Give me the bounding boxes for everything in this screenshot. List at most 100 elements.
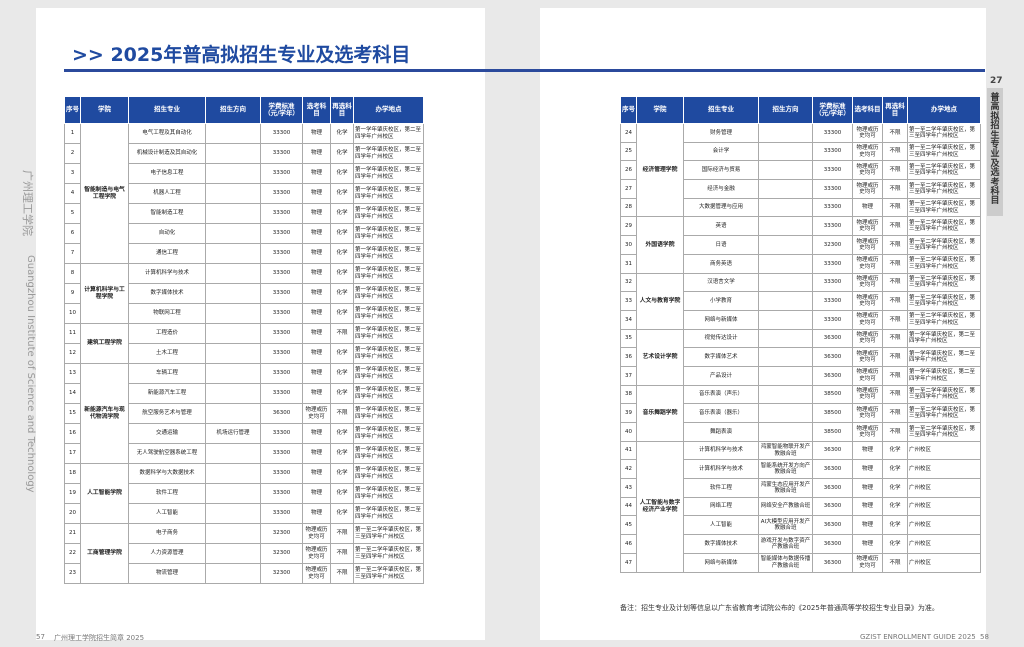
major: 电气工程及其自动化 xyxy=(128,123,206,144)
subject: 物理 xyxy=(302,363,331,384)
fee: 33300 xyxy=(812,216,853,237)
major: 会计学 xyxy=(683,141,759,162)
second-subject: 不限 xyxy=(882,291,908,311)
second-subject: 化学 xyxy=(330,463,354,484)
college: 人工智能与数字经济产业学院 xyxy=(636,440,684,573)
side-label-en: Guangzhou Institute of Science and Techn… xyxy=(25,255,36,493)
location: 第一学年肇庆校区，第二至四学年广州校区 xyxy=(353,243,424,264)
second-subject: 化学 xyxy=(882,440,908,461)
fee: 33300 xyxy=(260,183,303,204)
major: 网络与新媒体 xyxy=(683,552,759,573)
direction xyxy=(205,223,261,244)
second-subject: 不限 xyxy=(882,328,908,349)
seq: 4 xyxy=(64,183,81,204)
table-row: 23 物流管理 32300 物理或历史均可 不限 第一至二学年肇庆校区，第三至四学年广州校… xyxy=(64,563,424,584)
direction xyxy=(758,197,813,218)
fee: 36300 xyxy=(812,496,853,517)
major: 大数据管理与应用 xyxy=(683,197,759,218)
subject: 物理 xyxy=(852,197,883,218)
major: 音乐表演（声乐） xyxy=(683,384,759,405)
subject: 物理或历史均可 xyxy=(852,384,883,405)
subject: 物理或历史均可 xyxy=(852,235,883,255)
seq: 45 xyxy=(620,515,637,536)
college: 人工智能学院 xyxy=(80,463,129,524)
direction xyxy=(205,283,261,304)
table-row: 8 计算机科学与工程学院 计算机科学与技术 33300 物理 化学 第一学年肇庆校区，第二至… xyxy=(64,263,424,324)
table-row: 7 通信工程 33300 物理 化学 第一学年肇庆校区，第二至四学年广州校区 xyxy=(64,243,424,264)
table-row: 32 人文与教育学院 汉语言文学 33300 物理或历史均可 不限 第一至二学年肇庆校区，第… xyxy=(620,272,981,330)
subject: 物理 xyxy=(302,243,331,264)
major: 物联网工程 xyxy=(128,303,206,324)
seq: 11 xyxy=(64,323,81,344)
seq: 16 xyxy=(64,423,81,444)
fee: 33300 xyxy=(260,223,303,244)
seq: 40 xyxy=(620,422,637,442)
table-row: 36 数字媒体艺术 36300 物理或历史均可 不限 第一学年肇庆校区，第二至四学年广州校… xyxy=(620,347,981,367)
college: 智能制造与电气工程学院 xyxy=(80,123,129,264)
seq: 18 xyxy=(64,463,81,484)
location: 第一学年肇庆校区，第二至四学年广州校区 xyxy=(353,183,424,204)
subject: 物理或历史均可 xyxy=(302,543,331,564)
second-subject: 化学 xyxy=(882,534,908,554)
seq: 35 xyxy=(620,328,637,349)
column-header: 招生方向 xyxy=(205,96,261,124)
fee: 32300 xyxy=(260,563,303,584)
seq: 47 xyxy=(620,552,637,573)
seq: 7 xyxy=(64,243,81,264)
second-subject: 化学 xyxy=(330,303,354,324)
seq: 27 xyxy=(620,179,637,199)
location: 广州校区 xyxy=(907,496,981,517)
direction xyxy=(758,179,813,199)
direction xyxy=(205,243,261,264)
direction xyxy=(205,363,261,384)
seq: 33 xyxy=(620,291,637,311)
direction: 游戏开发与数字资产产教融合班 xyxy=(758,534,813,554)
fee: 33300 xyxy=(260,283,303,304)
direction xyxy=(205,183,261,204)
major: 网络与新媒体 xyxy=(683,309,759,330)
subject: 物理或历史均可 xyxy=(852,179,883,199)
fee: 33300 xyxy=(812,179,853,199)
major: 自动化 xyxy=(128,223,206,244)
fee: 36300 xyxy=(812,459,853,480)
location: 第一至二学年肇庆校区，第三至四学年广州校区 xyxy=(907,216,981,237)
location: 第一学年肇庆校区，第二至四学年广州校区 xyxy=(353,203,424,224)
major: 人力资源管理 xyxy=(128,543,206,564)
subject: 物理或历史均可 xyxy=(852,141,883,162)
seq: 8 xyxy=(64,263,81,284)
direction xyxy=(758,422,813,442)
location: 第一至二学年肇庆校区，第三至四学年广州校区 xyxy=(907,253,981,274)
direction xyxy=(758,309,813,330)
fee: 36300 xyxy=(812,534,853,554)
location: 第一学年肇庆校区，第二至四学年广州校区 xyxy=(353,323,424,344)
direction xyxy=(205,403,261,424)
fee: 33300 xyxy=(260,263,303,284)
seq: 23 xyxy=(64,563,81,584)
seq: 36 xyxy=(620,347,637,367)
table-row: 30 日语 32300 物理或历史均可 不限 第一至二学年肇庆校区，第三至四学年广州校区 xyxy=(620,235,981,255)
direction: AI大模型应用开发产教融合班 xyxy=(758,515,813,536)
subject: 物理或历史均可 xyxy=(852,272,883,293)
subject: 物理 xyxy=(302,263,331,284)
second-subject: 不限 xyxy=(882,384,908,405)
table-row: 6 自动化 33300 物理 化学 第一学年肇庆校区，第二至四学年广州校区 xyxy=(64,223,424,244)
college: 艺术设计学院 xyxy=(636,328,684,386)
location: 第一学年肇庆校区，第二至四学年广州校区 xyxy=(353,223,424,244)
subject: 物理 xyxy=(302,503,331,524)
second-subject: 不限 xyxy=(882,141,908,162)
subject: 物理 xyxy=(302,163,331,184)
seq: 1 xyxy=(64,123,81,144)
subject: 物理或历史均可 xyxy=(852,347,883,367)
location: 广州校区 xyxy=(907,478,981,498)
subject: 物理或历史均可 xyxy=(852,552,883,573)
location: 第一学年肇庆校区，第二至四学年广州校区 xyxy=(353,383,424,404)
second-subject: 不限 xyxy=(882,253,908,274)
footer-left-text: 广州理工学院招生简章 2025 xyxy=(54,634,145,642)
second-subject: 化学 xyxy=(882,515,908,536)
subject: 物理或历史均可 xyxy=(302,403,331,424)
seq: 13 xyxy=(64,363,81,384)
direction xyxy=(758,384,813,405)
location: 第一至二学年肇庆校区，第三至四学年广州校区 xyxy=(907,179,981,199)
direction: 鸿蒙生态应用开发产教融合班 xyxy=(758,478,813,498)
major: 无人驾驶航空器系统工程 xyxy=(128,443,206,464)
